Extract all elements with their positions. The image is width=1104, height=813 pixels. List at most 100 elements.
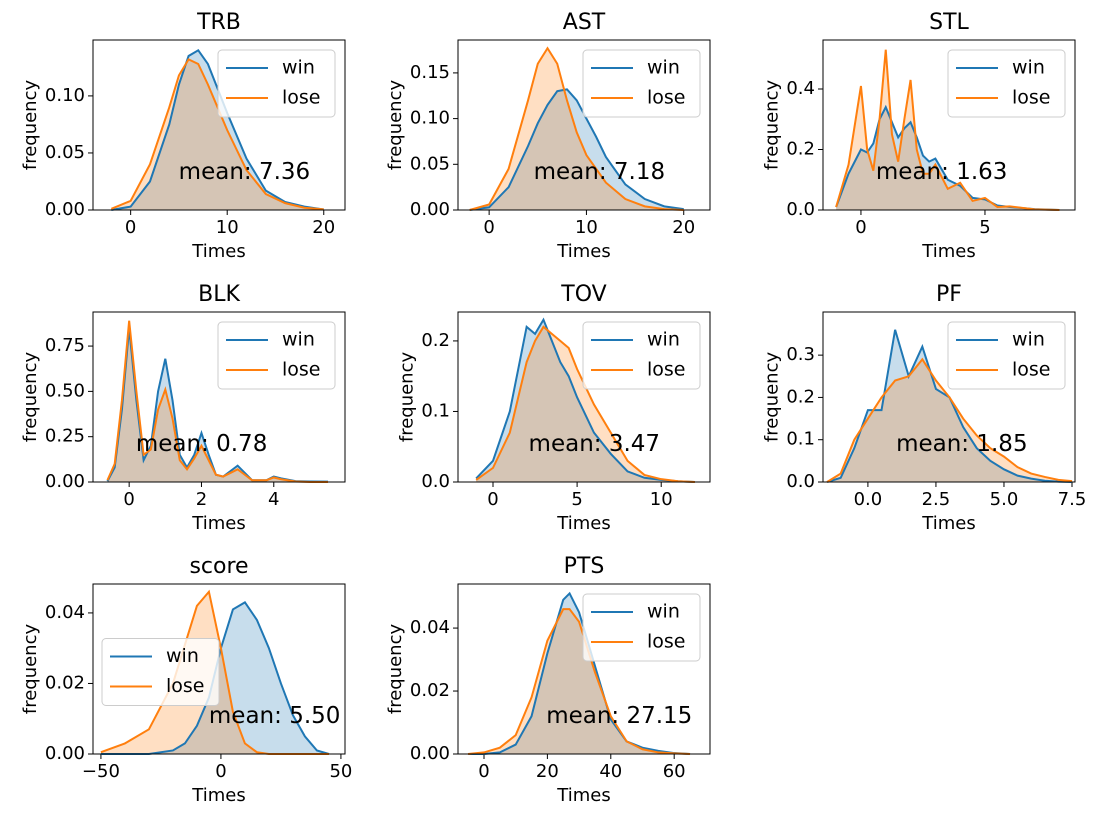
density-area	[107, 327, 329, 482]
legend-box	[217, 49, 336, 118]
subplot: score 0.00 0.02 0.04 −50 0 50 Times frequency mea…	[20, 554, 352, 806]
x-tick-label: 20	[536, 761, 559, 782]
legend: win lose	[582, 49, 701, 118]
x-tick-label: 0	[855, 217, 866, 238]
density-area	[476, 319, 695, 482]
y-tick-label: 0.00	[410, 743, 450, 764]
density-area	[836, 49, 1060, 210]
subplot-title: PF	[936, 282, 962, 307]
legend-label: lose	[647, 631, 686, 653]
x-tick-label: 0	[123, 489, 134, 510]
y-tick-label: 0.02	[410, 680, 450, 701]
density-area	[827, 329, 1073, 482]
x-tick-label: 5	[571, 489, 582, 510]
y-axis-label: frequency	[385, 80, 406, 171]
legend-label: lose	[282, 359, 321, 381]
y-tick-label: 0.2	[786, 386, 815, 407]
legend-label: win	[166, 645, 199, 667]
legend-label: lose	[1012, 87, 1051, 109]
x-tick-label: 2.5	[922, 489, 951, 510]
mean-annotation: mean: 1.63	[876, 159, 1008, 185]
legend: win lose	[947, 321, 1066, 390]
y-axis-label: frequency	[20, 624, 41, 715]
y-tick-label: 0.05	[45, 142, 85, 163]
x-axis-label: Times	[921, 241, 975, 262]
legend-box	[582, 321, 701, 390]
legend-box	[582, 593, 701, 662]
y-tick-label: 0.02	[45, 672, 85, 693]
x-tick-label: 10	[575, 217, 598, 238]
x-tick-label: 40	[599, 761, 622, 782]
x-tick-label: 20	[672, 217, 695, 238]
mean-annotation: mean: 7.18	[534, 159, 666, 185]
mean-annotation: mean: 1.85	[896, 431, 1028, 457]
legend-label: win	[282, 329, 315, 351]
axes-frame	[822, 39, 1076, 211]
density-line	[835, 49, 1060, 211]
subplot-title: TOV	[560, 282, 606, 307]
subplot-title: score	[189, 554, 248, 579]
subplot-title: AST	[563, 10, 606, 35]
x-tick-label: −50	[82, 761, 120, 782]
x-tick-label: 5	[979, 217, 990, 238]
density-line	[475, 317, 695, 483]
legend: win lose	[582, 593, 701, 662]
density-line	[826, 357, 1073, 483]
axes-frame	[92, 583, 346, 755]
legend-box	[582, 49, 701, 118]
legend-box	[217, 321, 336, 390]
axes-frame	[92, 39, 346, 211]
y-tick-label: 0.3	[786, 344, 815, 365]
y-tick-label: 0.04	[45, 602, 85, 623]
legend-label: lose	[1012, 359, 1051, 381]
density-area	[468, 593, 691, 754]
x-tick-label: 10	[216, 217, 239, 238]
subplot: AST 0.00 0.05 0.10 0.15 0 10 20 Times frequency me…	[385, 10, 711, 262]
legend-label: win	[647, 601, 680, 623]
x-axis-label: Times	[556, 241, 610, 262]
y-tick-label: 0.10	[410, 108, 450, 129]
subplot: PF 0.0 0.1 0.2 0.3 0.0 2.5 5.0 7.5 Times frequency…	[761, 282, 1086, 534]
axes-frame	[822, 311, 1076, 483]
subplot: PTS 0.00 0.02 0.04 0 20 40 60 Times frequency mean…	[385, 554, 711, 806]
y-tick-label: 0.00	[410, 199, 450, 220]
x-tick-label: 2	[196, 489, 207, 510]
x-tick-label: 50	[329, 761, 352, 782]
density-line	[469, 46, 684, 211]
mean-annotation: mean: 27.15	[546, 703, 692, 729]
legend-label: win	[647, 57, 680, 79]
axes-frame	[92, 311, 346, 483]
density-area	[469, 89, 684, 210]
subplot: TOV 0.0 0.1 0.2 0 5 10 Times frequency mean: 3.47…	[396, 282, 711, 534]
density-area	[111, 59, 324, 211]
x-tick-label: 20	[312, 217, 335, 238]
legend: win lose	[947, 49, 1066, 118]
density-line	[100, 601, 330, 755]
y-tick-label: 0.2	[786, 139, 815, 160]
y-tick-label: 0.05	[410, 153, 450, 174]
y-tick-label: 0.75	[45, 335, 85, 356]
legend: win lose	[582, 321, 701, 390]
x-tick-label: 4	[268, 489, 279, 510]
density-area	[476, 326, 695, 482]
y-tick-label: 0.4	[786, 78, 815, 99]
legend: win lose	[217, 49, 336, 118]
x-tick-label: 0.0	[854, 489, 883, 510]
y-tick-label: 0.0	[421, 471, 450, 492]
x-axis-label: Times	[191, 241, 245, 262]
y-tick-label: 0.00	[45, 199, 85, 220]
x-tick-label: 10	[650, 489, 673, 510]
y-tick-label: 0.00	[45, 471, 85, 492]
x-tick-label: 0	[215, 761, 226, 782]
x-tick-label: 0	[478, 761, 489, 782]
legend-label: win	[282, 57, 315, 79]
legend-label: lose	[647, 87, 686, 109]
y-tick-label: 0.1	[786, 429, 815, 450]
legend-box	[947, 49, 1066, 118]
legend-label: win	[647, 329, 680, 351]
subplot: TRB 0.00 0.05 0.10 0 10 20 Times frequency mean: …	[20, 10, 346, 262]
subplot-title: PTS	[564, 554, 605, 579]
y-tick-label: 0.10	[45, 85, 85, 106]
